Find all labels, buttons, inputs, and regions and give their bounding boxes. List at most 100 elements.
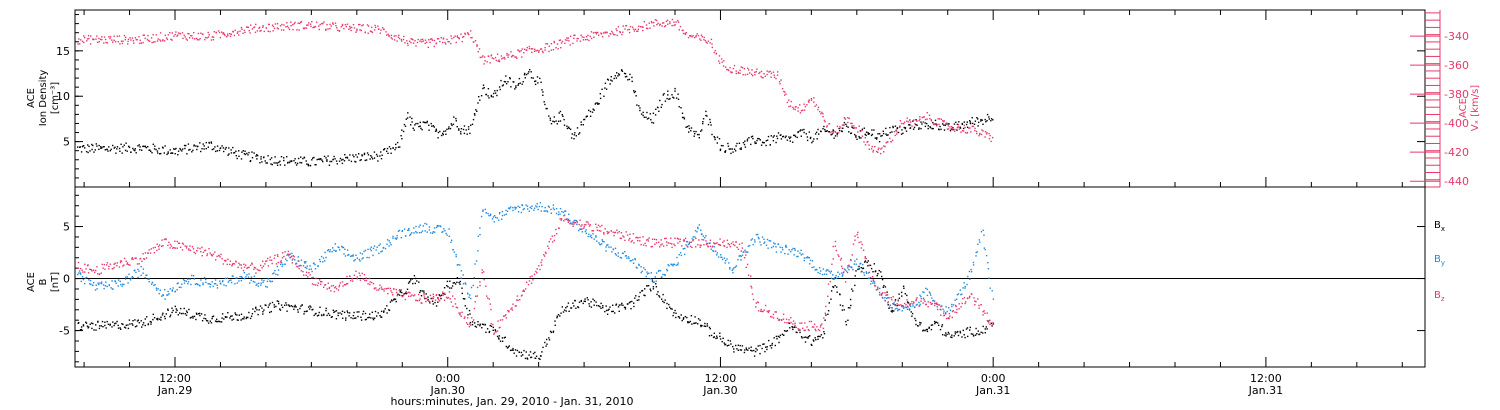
density-point xyxy=(817,128,819,131)
by-point xyxy=(408,228,410,230)
vx-point xyxy=(851,122,853,125)
bz-point xyxy=(585,224,587,226)
by-point xyxy=(354,259,356,261)
density-point xyxy=(283,157,285,159)
by-point xyxy=(700,229,702,231)
vx-point xyxy=(844,118,847,120)
density-point xyxy=(164,145,166,147)
bx-point xyxy=(804,336,807,338)
legend-entry-y: By xyxy=(1434,254,1445,267)
bx-point xyxy=(964,336,966,339)
by-point xyxy=(592,233,594,235)
by-point xyxy=(376,246,378,248)
density-point xyxy=(271,163,273,166)
bx-point xyxy=(234,313,237,316)
bz-point xyxy=(848,265,850,268)
density-point xyxy=(490,95,493,98)
bz-point xyxy=(543,254,545,256)
density-point xyxy=(891,131,893,133)
vx-point xyxy=(622,31,624,33)
bz-point xyxy=(677,238,680,240)
bx-point xyxy=(216,318,218,320)
density-point xyxy=(546,107,548,110)
bz-point xyxy=(775,311,777,313)
bx-point xyxy=(615,304,617,306)
density-point xyxy=(195,145,197,147)
density-point xyxy=(969,122,972,125)
vx-point xyxy=(86,38,89,40)
bz-point xyxy=(530,282,533,284)
by-point xyxy=(196,283,198,285)
bz-point xyxy=(490,308,492,311)
by-point xyxy=(284,263,286,265)
vx-point xyxy=(338,30,340,32)
density-point xyxy=(953,123,956,125)
bz-point xyxy=(393,288,395,290)
bz-point xyxy=(709,239,712,241)
bx-point xyxy=(549,330,552,333)
density-point xyxy=(152,143,154,145)
density-point xyxy=(796,136,798,139)
bz-point xyxy=(606,230,608,233)
bz-point xyxy=(206,253,209,255)
bz-point xyxy=(755,306,757,308)
vx-point xyxy=(585,36,588,38)
bz-point xyxy=(579,219,581,221)
bz-point xyxy=(794,322,796,324)
bz-point xyxy=(349,275,351,277)
bz-point xyxy=(529,276,531,278)
density-point xyxy=(306,163,308,165)
bz-point xyxy=(123,257,126,260)
bz-point xyxy=(317,282,319,284)
bx-point xyxy=(125,324,127,326)
bx-point xyxy=(255,306,257,308)
density-point xyxy=(137,145,139,147)
by-point xyxy=(677,264,679,266)
vx-point xyxy=(754,71,756,73)
vx-point xyxy=(312,26,314,29)
by-point xyxy=(331,251,333,253)
by-point xyxy=(605,246,607,248)
by-point xyxy=(77,273,79,276)
bz-point xyxy=(313,283,315,286)
by-point xyxy=(976,251,979,253)
by-point xyxy=(409,233,412,235)
vx-point xyxy=(421,38,424,40)
bz-point xyxy=(214,251,216,253)
bx-point xyxy=(854,275,856,277)
by-point xyxy=(338,246,340,249)
density-point xyxy=(662,94,664,96)
bx-point xyxy=(331,316,333,318)
bx-point xyxy=(557,314,560,316)
vx-point xyxy=(601,36,604,38)
bx-point xyxy=(556,315,558,317)
by-point xyxy=(884,297,886,299)
bx-point xyxy=(383,310,385,312)
density-point xyxy=(716,136,719,138)
vx-point xyxy=(306,24,308,26)
bz-point xyxy=(613,234,615,237)
vx-point xyxy=(277,28,280,30)
bz-point xyxy=(607,232,609,234)
by-point xyxy=(132,276,134,279)
vx-point xyxy=(813,97,815,99)
bx-point xyxy=(612,310,614,313)
bz-point xyxy=(493,332,496,334)
by-point xyxy=(308,268,310,271)
density-point xyxy=(881,134,883,137)
vx-point xyxy=(853,125,855,127)
bx-point xyxy=(415,277,417,280)
by-point xyxy=(169,288,171,290)
vx-point xyxy=(806,104,808,106)
bx-point xyxy=(418,281,420,283)
vx-point xyxy=(829,131,831,134)
density-point xyxy=(132,147,134,150)
x-tick-date-label: Jan.31 xyxy=(975,384,1010,397)
by-point xyxy=(333,249,335,251)
density-point xyxy=(672,96,674,98)
density-point xyxy=(246,152,248,155)
by-point xyxy=(898,308,901,311)
density-point xyxy=(860,137,862,139)
vx-point xyxy=(309,23,312,25)
density-point xyxy=(720,144,723,147)
